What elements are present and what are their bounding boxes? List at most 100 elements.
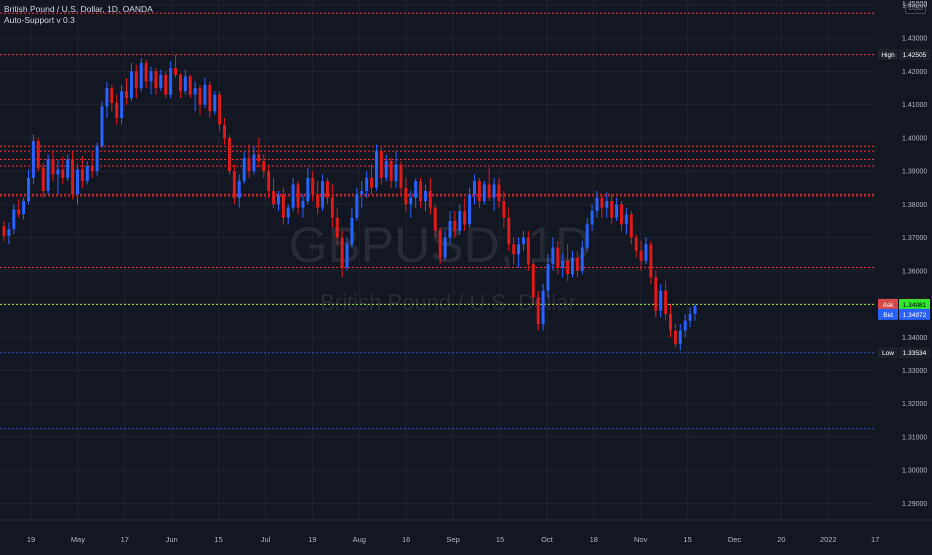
candle-body xyxy=(482,184,486,202)
time-tick-label: 15 xyxy=(683,535,691,544)
candle-body xyxy=(370,177,374,188)
candle-body xyxy=(340,237,344,268)
time-tick-label: Dec xyxy=(728,535,742,544)
price-label-value: 1.33534 xyxy=(903,350,927,357)
candle-body xyxy=(575,257,579,271)
candle-body xyxy=(193,88,197,95)
candle-body xyxy=(615,204,619,218)
candle-body xyxy=(355,194,359,218)
candle-body xyxy=(169,68,173,95)
candle-body xyxy=(472,181,476,195)
candle-body xyxy=(242,157,246,182)
candle-body xyxy=(502,201,506,218)
candle-body xyxy=(325,181,329,198)
candle-body xyxy=(399,164,403,188)
candle-body xyxy=(595,197,599,211)
price-tick-label: 1.45000 xyxy=(902,1,927,8)
candle-body xyxy=(443,237,447,258)
candle-body xyxy=(590,210,594,225)
candle-body xyxy=(522,237,525,245)
candle-body xyxy=(605,201,609,208)
candle-body xyxy=(164,74,168,95)
candle-body xyxy=(306,177,310,202)
candle-body xyxy=(316,194,320,208)
candle-body xyxy=(76,169,79,195)
candle-body xyxy=(365,177,369,192)
candle-body xyxy=(208,84,212,112)
price-label-tag xyxy=(878,347,898,359)
candle-body xyxy=(115,103,119,118)
candle-body xyxy=(232,171,236,198)
candle-body xyxy=(183,76,187,92)
price-label-box xyxy=(899,308,930,320)
candle-body xyxy=(90,166,94,172)
price-tick-label: 1.36000 xyxy=(902,268,927,275)
candle-body xyxy=(31,141,35,178)
candle-body xyxy=(600,197,604,208)
candle-body xyxy=(379,151,383,178)
price-tick-label: 1.33000 xyxy=(902,368,927,375)
candle-body xyxy=(85,166,89,182)
candle-body xyxy=(384,161,388,178)
price-label-tag xyxy=(878,298,898,310)
price-tick-label: 1.39000 xyxy=(902,169,927,176)
candle-body xyxy=(330,197,334,218)
candle-body xyxy=(12,209,16,230)
candle-body xyxy=(468,194,472,225)
candle-body xyxy=(46,159,50,192)
candle-body xyxy=(404,187,408,205)
candle-body xyxy=(100,106,104,147)
candle-body xyxy=(649,244,653,278)
candle-body xyxy=(203,84,207,105)
candle-body xyxy=(414,181,418,198)
candle-body xyxy=(311,177,315,195)
price-axis[interactable]: 1.29000 1.30000 1.31000 1.32000 1.33000 1.340… xyxy=(902,1,927,508)
candle-body xyxy=(512,244,516,255)
price-tick-label: 1.30000 xyxy=(902,468,927,475)
candle-body xyxy=(188,76,192,95)
candle-body xyxy=(262,161,266,172)
candle-body xyxy=(139,63,143,89)
indicator-title[interactable]: Auto-Support v 0.3 xyxy=(4,15,75,25)
candle-body xyxy=(669,313,672,331)
candle-body xyxy=(463,210,467,225)
time-tick-label: 16 xyxy=(402,535,410,544)
candle-body xyxy=(218,94,222,125)
symbol-title[interactable]: British Pound / U.S. Dollar, 1D, OANDA xyxy=(4,4,153,14)
candle-body xyxy=(664,290,668,314)
price-label-name: Ask xyxy=(883,302,895,309)
candle-body xyxy=(433,207,437,231)
candle-body xyxy=(213,94,217,112)
candle-body xyxy=(149,71,153,82)
candle-body xyxy=(144,63,148,82)
candle-body xyxy=(71,159,75,195)
candle-body xyxy=(409,197,413,205)
time-tick-label: Oct xyxy=(541,535,554,544)
candle-body xyxy=(487,184,491,198)
candle-body xyxy=(536,297,540,324)
time-tick-label: May xyxy=(71,535,85,544)
candle-body xyxy=(120,91,124,118)
time-tick-label: 18 xyxy=(590,535,598,544)
candle-body xyxy=(639,250,643,261)
candle-body xyxy=(350,217,354,245)
price-label-tag xyxy=(878,49,898,61)
candle-body xyxy=(276,194,280,205)
time-tick-label: Nov xyxy=(634,535,648,544)
candle-body xyxy=(247,157,251,172)
candle-body xyxy=(286,207,290,218)
candle-body xyxy=(296,184,300,208)
price-tick-label: 1.37000 xyxy=(902,235,927,242)
currency-button[interactable]: USD xyxy=(905,3,926,14)
candle-body xyxy=(678,330,682,344)
price-label-bid: Bid 1.34972 xyxy=(878,308,930,320)
price-label-value: 1.42505 xyxy=(903,52,927,59)
time-axis[interactable]: 19 May 17 Jun 15 Jul 19 Aug 16 Sep 15 Oct 18 Nov 15 Dec… xyxy=(27,535,880,544)
candle-body xyxy=(526,237,530,265)
candle-body xyxy=(673,330,677,344)
candle-body xyxy=(556,247,560,268)
price-label-name: High xyxy=(881,52,895,59)
price-label-high: High 1.42505 xyxy=(878,49,930,61)
